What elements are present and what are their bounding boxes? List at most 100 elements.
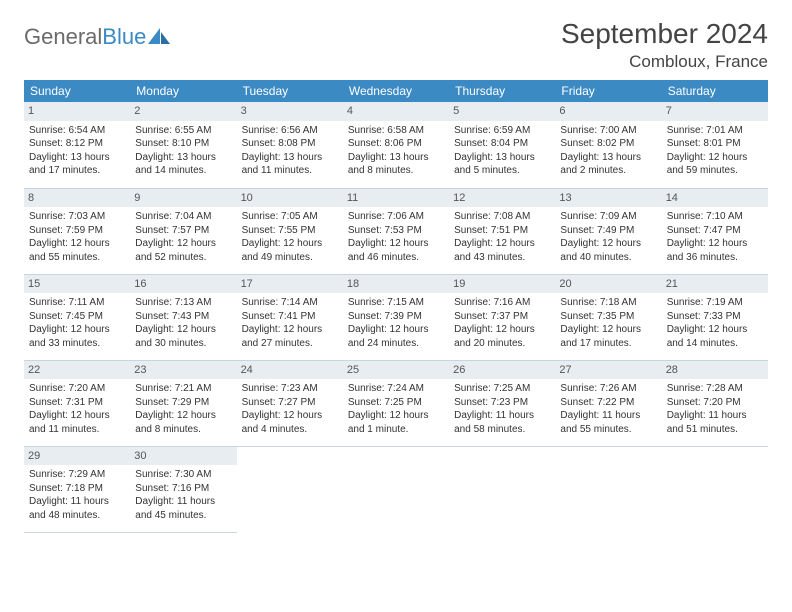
calendar-row: 1Sunrise: 6:54 AMSunset: 8:12 PMDaylight… <box>24 102 768 188</box>
daylight-line: and 1 minute. <box>348 423 444 437</box>
calendar-table: SundayMondayTuesdayWednesdayThursdayFrid… <box>24 80 768 533</box>
day-number: 21 <box>662 275 768 294</box>
location: Combloux, France <box>561 52 768 72</box>
calendar-cell: 19Sunrise: 7:16 AMSunset: 7:37 PMDayligh… <box>449 274 555 360</box>
daylight-line: and 5 minutes. <box>454 164 550 178</box>
calendar-cell: 24Sunrise: 7:23 AMSunset: 7:27 PMDayligh… <box>237 360 343 446</box>
logo-text: GeneralBlue <box>24 24 146 50</box>
daylight-line: Daylight: 12 hours <box>348 323 444 337</box>
sunrise-line: Sunrise: 7:24 AM <box>348 382 444 396</box>
calendar-cell: 4Sunrise: 6:58 AMSunset: 8:06 PMDaylight… <box>343 102 449 188</box>
daylight-line: Daylight: 13 hours <box>348 151 444 165</box>
sunset-line: Sunset: 7:16 PM <box>135 482 231 496</box>
calendar-cell: 17Sunrise: 7:14 AMSunset: 7:41 PMDayligh… <box>237 274 343 360</box>
daylight-line: and 8 minutes. <box>348 164 444 178</box>
daylight-line: Daylight: 12 hours <box>454 237 550 251</box>
daylight-line: Daylight: 13 hours <box>29 151 125 165</box>
day-number: 22 <box>24 361 130 380</box>
day-number: 28 <box>662 361 768 380</box>
logo-word1: General <box>24 24 102 49</box>
calendar-cell <box>449 446 555 532</box>
sunset-line: Sunset: 7:51 PM <box>454 224 550 238</box>
month-title: September 2024 <box>561 18 768 50</box>
daylight-line: Daylight: 12 hours <box>135 409 231 423</box>
sunset-line: Sunset: 7:59 PM <box>29 224 125 238</box>
sunrise-line: Sunrise: 6:58 AM <box>348 124 444 138</box>
daylight-line: and 17 minutes. <box>29 164 125 178</box>
daylight-line: Daylight: 12 hours <box>242 323 338 337</box>
calendar-cell: 1Sunrise: 6:54 AMSunset: 8:12 PMDaylight… <box>24 102 130 188</box>
calendar-cell: 8Sunrise: 7:03 AMSunset: 7:59 PMDaylight… <box>24 188 130 274</box>
sunset-line: Sunset: 7:27 PM <box>242 396 338 410</box>
sunset-line: Sunset: 7:37 PM <box>454 310 550 324</box>
sunset-line: Sunset: 7:18 PM <box>29 482 125 496</box>
calendar-cell <box>343 446 449 532</box>
daylight-line: and 49 minutes. <box>242 251 338 265</box>
day-header: Saturday <box>662 80 768 102</box>
sunrise-line: Sunrise: 7:05 AM <box>242 210 338 224</box>
sunrise-line: Sunrise: 7:01 AM <box>667 124 763 138</box>
sunset-line: Sunset: 7:45 PM <box>29 310 125 324</box>
sunrise-line: Sunrise: 7:19 AM <box>667 296 763 310</box>
daylight-line: and 33 minutes. <box>29 337 125 351</box>
calendar-cell: 18Sunrise: 7:15 AMSunset: 7:39 PMDayligh… <box>343 274 449 360</box>
day-number: 19 <box>449 275 555 294</box>
daylight-line: Daylight: 13 hours <box>454 151 550 165</box>
daylight-line: and 59 minutes. <box>667 164 763 178</box>
calendar-cell: 10Sunrise: 7:05 AMSunset: 7:55 PMDayligh… <box>237 188 343 274</box>
daylight-line: Daylight: 11 hours <box>29 495 125 509</box>
day-header: Sunday <box>24 80 130 102</box>
daylight-line: Daylight: 12 hours <box>29 409 125 423</box>
daylight-line: and 36 minutes. <box>667 251 763 265</box>
calendar-cell: 12Sunrise: 7:08 AMSunset: 7:51 PMDayligh… <box>449 188 555 274</box>
calendar-cell: 25Sunrise: 7:24 AMSunset: 7:25 PMDayligh… <box>343 360 449 446</box>
calendar-row: 22Sunrise: 7:20 AMSunset: 7:31 PMDayligh… <box>24 360 768 446</box>
calendar-cell: 13Sunrise: 7:09 AMSunset: 7:49 PMDayligh… <box>555 188 661 274</box>
daylight-line: Daylight: 12 hours <box>560 323 656 337</box>
calendar-cell: 23Sunrise: 7:21 AMSunset: 7:29 PMDayligh… <box>130 360 236 446</box>
sunset-line: Sunset: 7:43 PM <box>135 310 231 324</box>
daylight-line: and 14 minutes. <box>667 337 763 351</box>
sunset-line: Sunset: 7:47 PM <box>667 224 763 238</box>
calendar-cell: 26Sunrise: 7:25 AMSunset: 7:23 PMDayligh… <box>449 360 555 446</box>
sunrise-line: Sunrise: 7:30 AM <box>135 468 231 482</box>
sunset-line: Sunset: 8:04 PM <box>454 137 550 151</box>
day-number: 14 <box>662 189 768 208</box>
daylight-line: and 27 minutes. <box>242 337 338 351</box>
day-number: 8 <box>24 189 130 208</box>
sail-icon <box>148 28 172 46</box>
sunset-line: Sunset: 7:23 PM <box>454 396 550 410</box>
sunset-line: Sunset: 7:53 PM <box>348 224 444 238</box>
sunset-line: Sunset: 7:33 PM <box>667 310 763 324</box>
day-number: 3 <box>237 102 343 121</box>
day-number: 20 <box>555 275 661 294</box>
daylight-line: Daylight: 11 hours <box>667 409 763 423</box>
calendar-cell: 28Sunrise: 7:28 AMSunset: 7:20 PMDayligh… <box>662 360 768 446</box>
sunrise-line: Sunrise: 6:55 AM <box>135 124 231 138</box>
sunset-line: Sunset: 7:41 PM <box>242 310 338 324</box>
daylight-line: Daylight: 13 hours <box>242 151 338 165</box>
calendar-cell: 7Sunrise: 7:01 AMSunset: 8:01 PMDaylight… <box>662 102 768 188</box>
daylight-line: Daylight: 11 hours <box>135 495 231 509</box>
daylight-line: and 11 minutes. <box>242 164 338 178</box>
daylight-line: Daylight: 12 hours <box>135 323 231 337</box>
daylight-line: Daylight: 12 hours <box>29 323 125 337</box>
daylight-line: Daylight: 12 hours <box>560 237 656 251</box>
daylight-line: and 48 minutes. <box>29 509 125 523</box>
daylight-line: and 11 minutes. <box>29 423 125 437</box>
sunset-line: Sunset: 8:01 PM <box>667 137 763 151</box>
sunset-line: Sunset: 8:10 PM <box>135 137 231 151</box>
sunrise-line: Sunrise: 7:16 AM <box>454 296 550 310</box>
calendar-cell: 6Sunrise: 7:00 AMSunset: 8:02 PMDaylight… <box>555 102 661 188</box>
sunset-line: Sunset: 7:25 PM <box>348 396 444 410</box>
day-number: 17 <box>237 275 343 294</box>
daylight-line: and 52 minutes. <box>135 251 231 265</box>
daylight-line: Daylight: 12 hours <box>135 237 231 251</box>
day-number: 6 <box>555 102 661 121</box>
sunrise-line: Sunrise: 7:09 AM <box>560 210 656 224</box>
daylight-line: Daylight: 12 hours <box>667 237 763 251</box>
day-number: 16 <box>130 275 236 294</box>
daylight-line: and 14 minutes. <box>135 164 231 178</box>
daylight-line: and 4 minutes. <box>242 423 338 437</box>
calendar-cell: 30Sunrise: 7:30 AMSunset: 7:16 PMDayligh… <box>130 446 236 532</box>
